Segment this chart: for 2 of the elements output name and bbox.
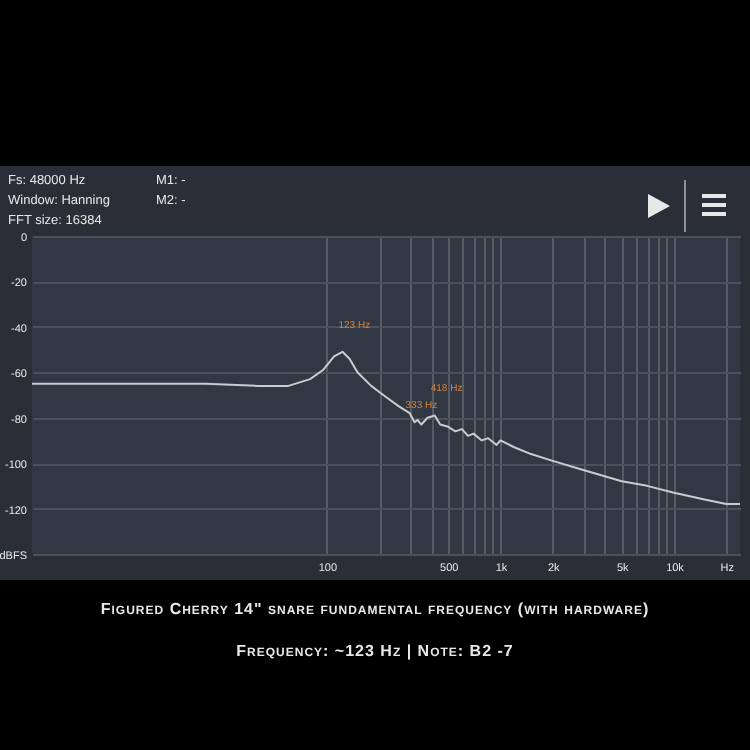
text: Frequency: ~123 Hz | Note: B2 -7 bbox=[234, 642, 516, 660]
text: Figured Cherry 14" snare fundamental frequency (with hardware) bbox=[98, 600, 652, 618]
